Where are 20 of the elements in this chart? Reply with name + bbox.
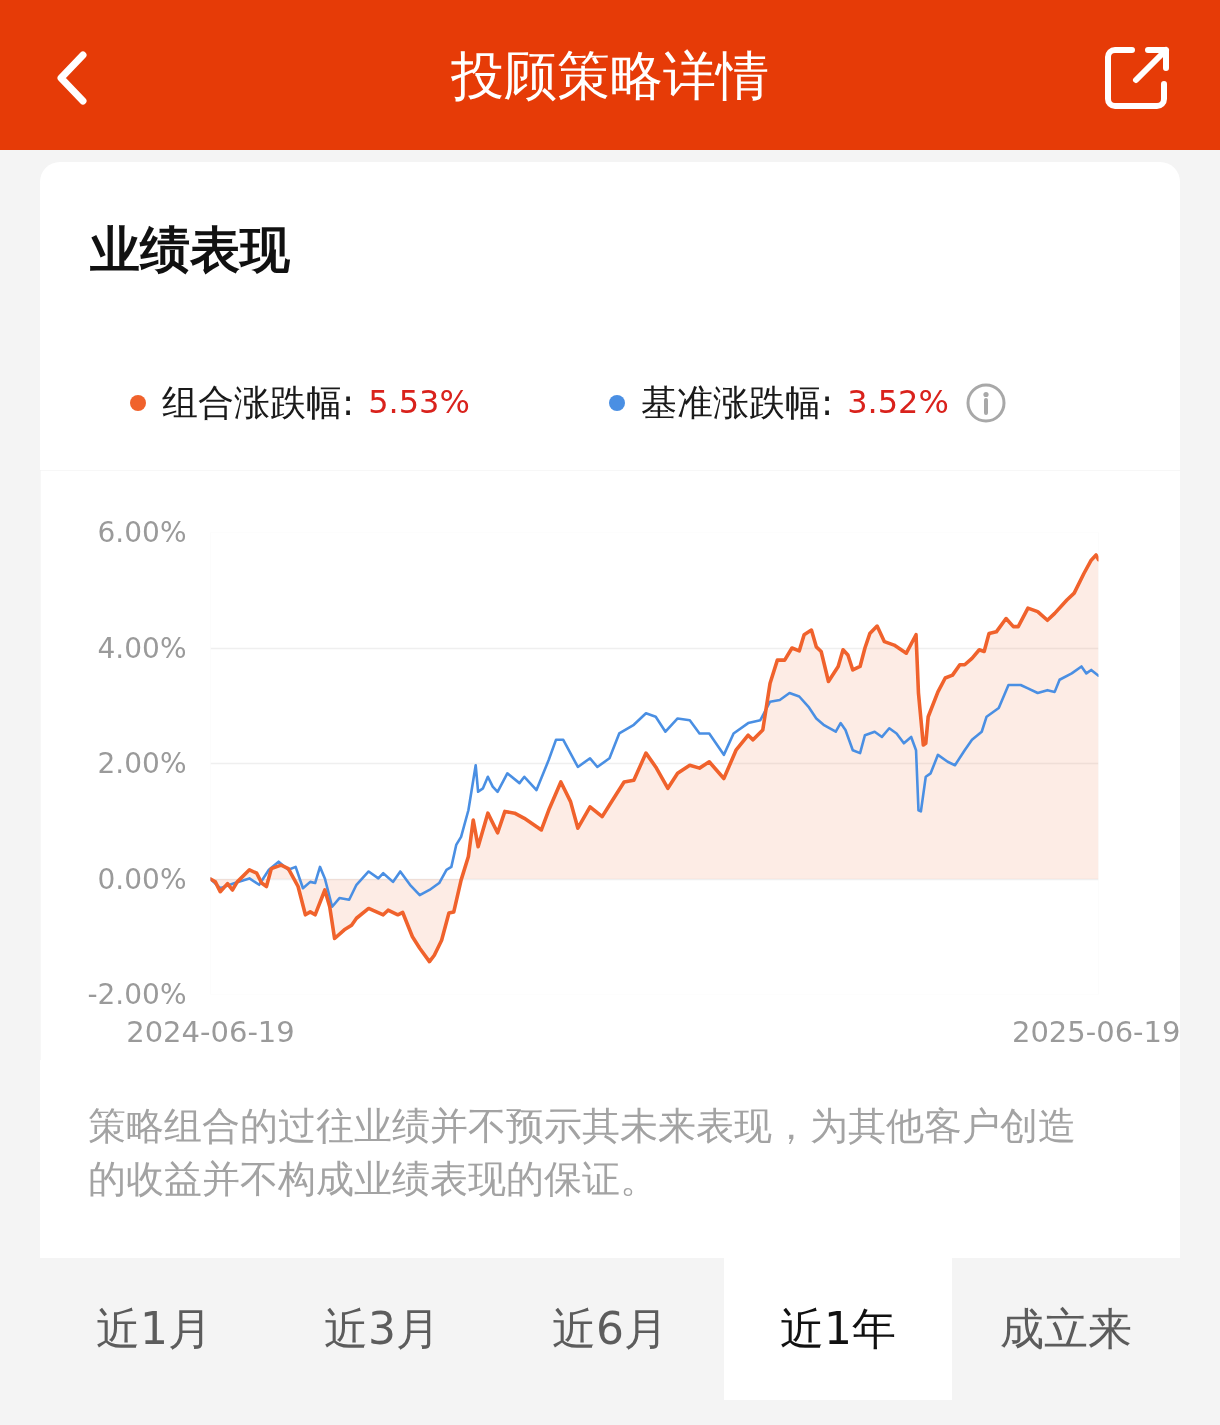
text: 近1月 [95, 1302, 213, 1356]
y-tick-label: 2.00% [97, 747, 187, 780]
y-tick-label: 4.00% [97, 631, 187, 665]
text: 近6月 [551, 1302, 669, 1356]
text: 近3月 [323, 1302, 441, 1356]
y-tick-label: 6.00% [97, 516, 187, 549]
text: 策略组合的过往业绩并不预示其未来表现，为其他客户创造的收益并不构成业绩表现的保证。 [88, 1103, 1077, 1203]
text: 成立来 [999, 1302, 1133, 1356]
text: 投顾策略详情 [0, 0, 1220, 150]
text: 5.53% [368, 382, 470, 424]
x-tick-label: 2024-06-19 [126, 1014, 295, 1049]
text: 3.52% [847, 382, 949, 424]
legend-label: 组合涨跌幅: [162, 381, 355, 426]
y-tick-label: -2.00% [87, 978, 187, 1011]
line-series [210, 665, 1099, 909]
y-tick-label: 0.00% [97, 862, 187, 896]
legend-label: 基准涨跌幅: [641, 381, 834, 426]
chart-title: 业绩表现 [90, 220, 290, 281]
x-tick-label: 2025-06-19 [1011, 1014, 1181, 1049]
text: 近1年 [724, 1258, 952, 1400]
